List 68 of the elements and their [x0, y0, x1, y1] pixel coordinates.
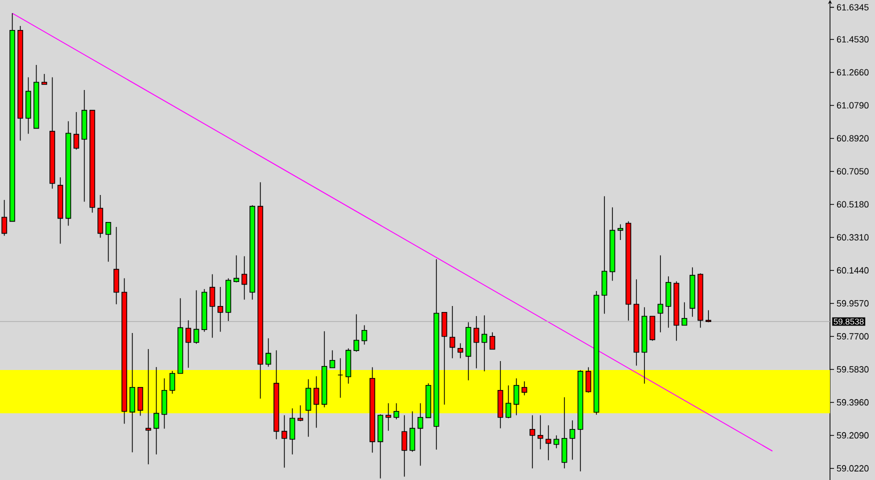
candlestick	[170, 370, 176, 394]
candlestick	[186, 320, 192, 368]
candlestick	[586, 366, 592, 394]
candlestick	[458, 342, 464, 359]
y-tick-label: 59.7700	[836, 333, 869, 340]
candlestick	[154, 366, 160, 455]
y-tick-label: 59.5830	[836, 366, 869, 373]
y-tick-label: 61.6345	[836, 4, 869, 10]
candlestick	[482, 314, 488, 372]
candlestick	[338, 358, 344, 398]
ref-line-label: 59.8538	[834, 318, 864, 325]
candlestick	[2, 200, 8, 236]
candlestick	[554, 434, 560, 449]
candlestick	[146, 348, 152, 465]
y-tick-label: 61.2660	[836, 69, 869, 76]
candlestick	[530, 414, 536, 469]
candlestick	[290, 408, 296, 455]
candlestick	[234, 254, 240, 283]
candlestick	[74, 112, 80, 150]
candlestick	[402, 414, 408, 478]
candlestick	[242, 256, 248, 300]
candlestick	[514, 378, 520, 416]
candlestick	[618, 224, 624, 240]
y-tick-label: 61.4530	[836, 36, 869, 43]
candlestick	[106, 222, 112, 262]
candlestick	[490, 332, 496, 350]
candlestick	[138, 386, 144, 416]
y-tick-label: 59.0220	[836, 465, 869, 472]
y-tick-label: 60.8920	[836, 135, 869, 142]
candlestick	[162, 378, 168, 430]
candlestick	[602, 196, 608, 314]
candlestick	[394, 402, 400, 420]
y-tick-label: 60.1440	[836, 267, 869, 274]
candlestick	[562, 396, 568, 469]
y-tick-label: 59.9570	[836, 300, 869, 307]
y-tick-label: 61.0790	[836, 102, 869, 109]
candlestick	[314, 376, 320, 428]
candlestick	[330, 350, 336, 368]
candlestick	[658, 254, 664, 333]
candlestick	[442, 312, 448, 406]
y-tick-label: 60.3310	[836, 234, 869, 241]
y-tick-label: 59.3960	[836, 399, 869, 406]
candlestick	[282, 414, 288, 468]
candlestick	[114, 226, 120, 305]
candlestick	[450, 306, 456, 359]
candlestick	[418, 402, 424, 466]
candlestick	[362, 324, 368, 346]
candlestick	[522, 380, 528, 396]
candlestick	[194, 290, 200, 344]
candlestick	[210, 274, 216, 338]
candlestick	[298, 404, 304, 422]
candlestick	[266, 338, 272, 368]
candlestick	[474, 316, 480, 369]
candlestick	[682, 302, 688, 326]
y-tick-label: 60.5180	[836, 201, 869, 208]
y-tick-label: 60.7050	[836, 168, 869, 175]
candlestick	[410, 410, 416, 452]
candlestick	[570, 420, 576, 460]
candlestick	[386, 402, 392, 432]
candlestick	[218, 286, 224, 332]
candlestick	[666, 276, 672, 328]
y-tick-label: 59.2090	[836, 432, 869, 439]
candlestick	[306, 378, 312, 438]
candlestick	[546, 424, 552, 461]
candlestick	[650, 316, 656, 342]
candlestick	[354, 314, 360, 352]
candlestick	[538, 414, 544, 450]
candlestick	[506, 385, 512, 419]
